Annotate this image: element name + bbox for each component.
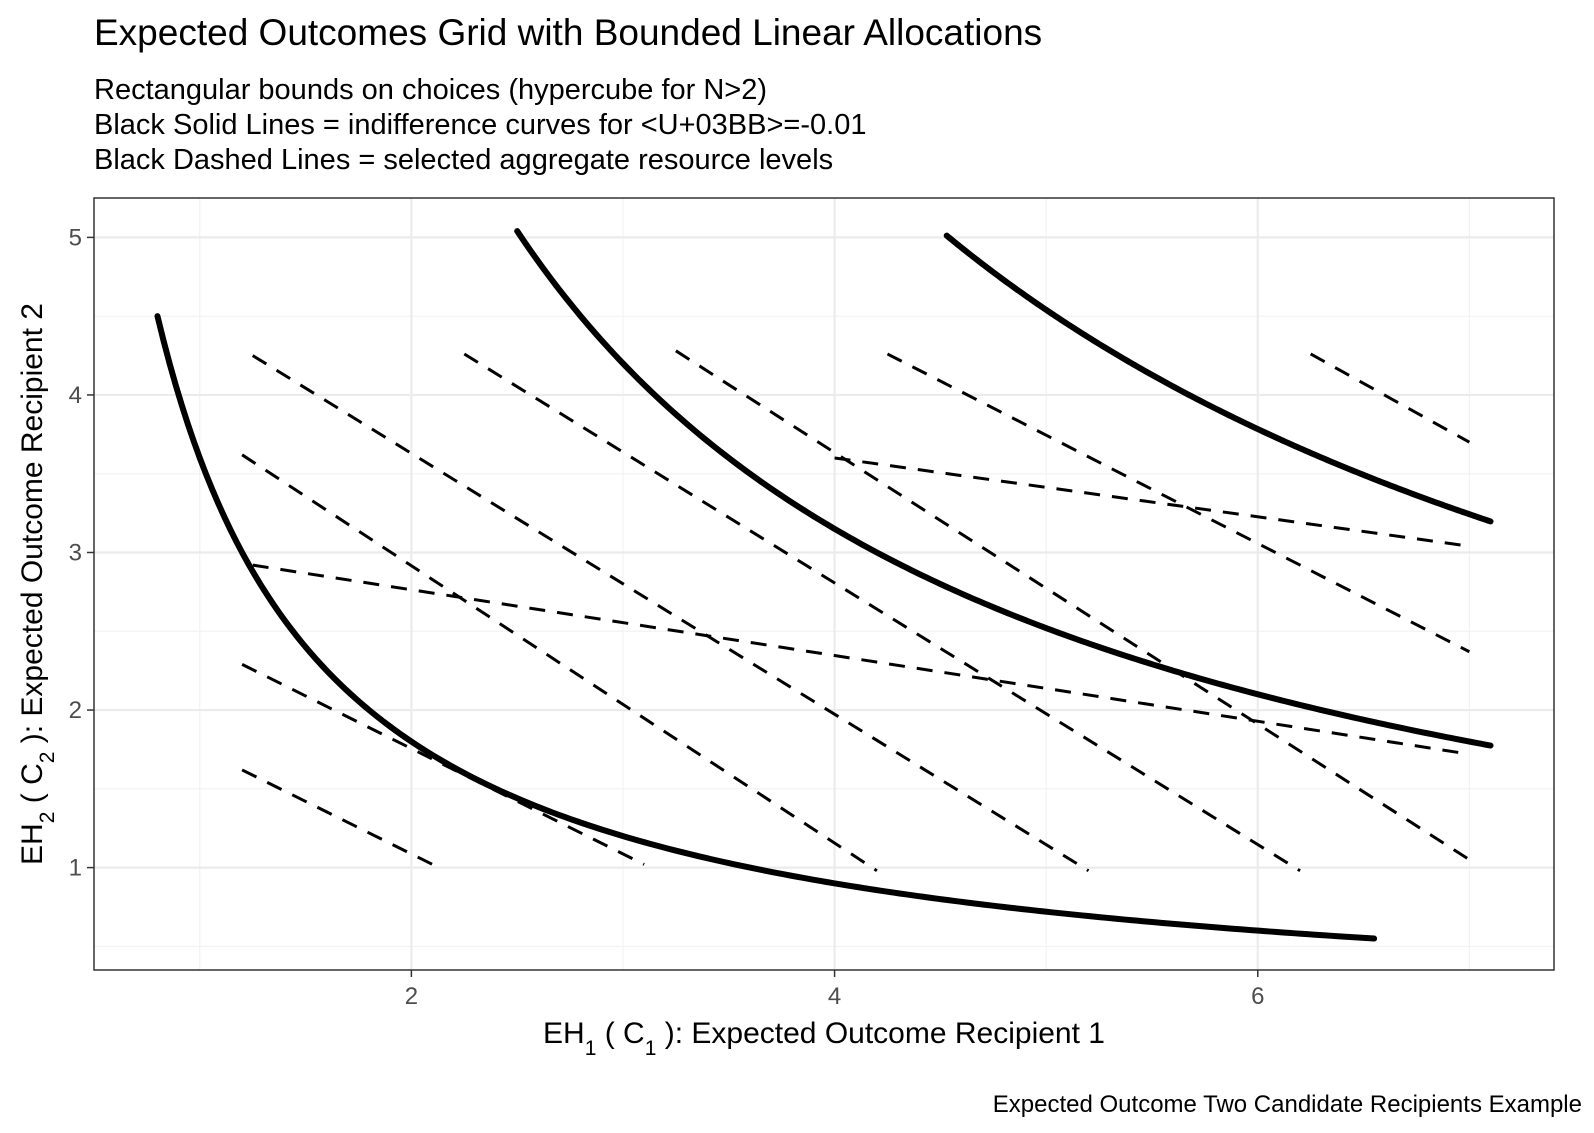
x-axis-ticks: 2 4 6 bbox=[405, 970, 1264, 1010]
dashed-line bbox=[251, 354, 1090, 873]
grid bbox=[94, 198, 1554, 970]
y-tick-label: 2 bbox=[69, 697, 82, 724]
dashed-line bbox=[1309, 352, 1471, 444]
y-tick-label: 4 bbox=[69, 382, 82, 409]
subtitle-line-2: Black Solid Lines = indifference curves … bbox=[94, 109, 867, 141]
indifference-curves bbox=[154, 228, 1494, 942]
plot-panel-border bbox=[93, 197, 1555, 971]
dashed-line bbox=[241, 768, 434, 866]
subtitle-line-3: Black Dashed Lines = selected aggregate … bbox=[94, 144, 834, 176]
y-axis-title: EH2 ( C2 ): Expected Outcome Recipient 2 bbox=[16, 303, 59, 865]
caption: Expected Outcome Two Candidate Recipient… bbox=[992, 1091, 1582, 1118]
y-tick-label: 1 bbox=[69, 855, 82, 882]
dashed-line bbox=[834, 456, 1470, 548]
y-axis-ticks: 1 2 3 4 5 bbox=[69, 224, 94, 882]
dashed-resource-lines bbox=[241, 349, 1471, 873]
x-axis-title: EH1 ( C1 ): Expected Outcome Recipient 1 bbox=[543, 1017, 1105, 1060]
subtitle-line-1: Rectangular bounds on choices (hypercube… bbox=[94, 74, 768, 106]
dashed-line bbox=[675, 349, 1471, 861]
x-tick-label: 2 bbox=[405, 983, 418, 1010]
dashed-line bbox=[252, 563, 1470, 756]
x-tick-label: 4 bbox=[828, 983, 841, 1010]
dashed-line bbox=[241, 453, 878, 872]
indifference-curve bbox=[514, 228, 1494, 749]
dashed-line bbox=[463, 352, 1301, 873]
y-tick-label: 5 bbox=[69, 224, 82, 251]
chart-title: Expected Outcomes Grid with Bounded Line… bbox=[94, 12, 1043, 53]
dashed-line bbox=[886, 352, 1471, 654]
indifference-curve bbox=[943, 232, 1494, 525]
indifference-curve bbox=[154, 313, 1378, 942]
y-tick-label: 3 bbox=[69, 539, 82, 566]
x-tick-label: 6 bbox=[1251, 983, 1264, 1010]
